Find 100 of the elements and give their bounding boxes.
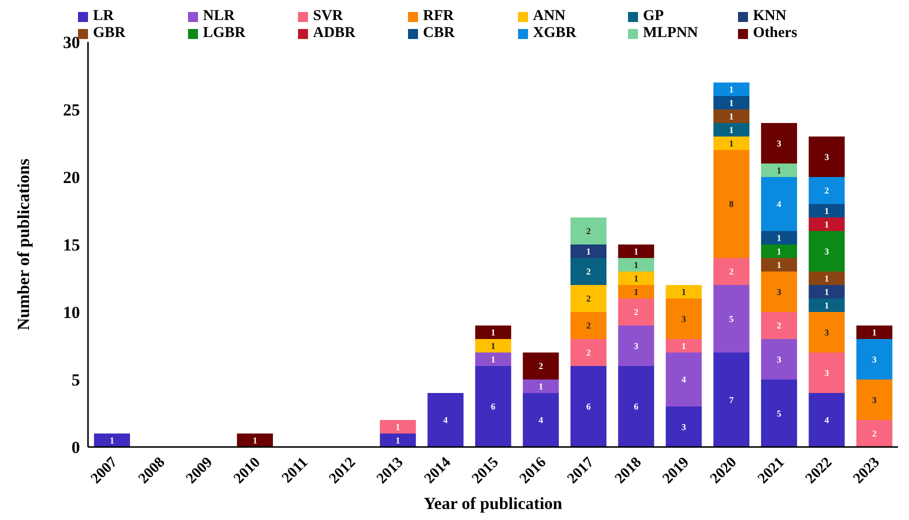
bar <box>713 285 750 352</box>
bar <box>808 285 845 298</box>
bar <box>808 136 845 177</box>
data-label: 1 <box>729 124 734 135</box>
x-axis-title: Year of publication <box>424 494 563 513</box>
bar <box>618 244 654 258</box>
data-label: 1 <box>634 260 639 270</box>
legend-label: GP <box>643 8 664 25</box>
bar <box>761 380 798 447</box>
data-label: 2 <box>634 307 639 318</box>
legend-label: GBR <box>93 25 126 42</box>
bar <box>761 312 798 339</box>
bar <box>666 298 702 339</box>
legend-label: Others <box>753 25 798 42</box>
bar <box>570 244 606 258</box>
bar <box>570 312 606 339</box>
y-axis-title: Number of publications <box>14 158 34 330</box>
bar <box>618 366 654 447</box>
bar <box>570 285 606 312</box>
bar <box>856 326 892 339</box>
data-label: 4 <box>824 415 830 426</box>
data-label: 1 <box>824 300 830 310</box>
legend-label: LGBR <box>203 25 246 42</box>
bar <box>380 420 416 434</box>
y-tick-label: 25 <box>63 100 80 120</box>
data-label: 1 <box>634 273 639 284</box>
bar <box>475 326 512 339</box>
bar <box>522 393 559 447</box>
data-label: 1 <box>824 286 830 297</box>
data-label: 2 <box>586 226 592 236</box>
bar <box>856 420 892 447</box>
data-label: 1 <box>729 111 734 122</box>
data-label: 3 <box>824 368 830 378</box>
data-label: 1 <box>776 232 782 243</box>
data-label: 2 <box>586 266 592 277</box>
bar <box>713 150 750 258</box>
bar <box>618 272 654 285</box>
y-tick-label: 20 <box>63 168 80 188</box>
legend-label: SVR <box>313 8 344 25</box>
data-label: 2 <box>776 320 782 331</box>
data-label: 3 <box>872 394 878 405</box>
data-label: 1 <box>110 435 115 446</box>
bar <box>761 244 798 258</box>
bar <box>618 326 654 366</box>
data-label: 1 <box>490 327 496 338</box>
bar <box>713 110 750 123</box>
data-label: 3 <box>824 152 830 162</box>
y-tick-label: 30 <box>63 33 80 52</box>
bar <box>713 136 750 150</box>
bar <box>808 352 845 393</box>
data-label: 2 <box>872 428 878 439</box>
bar <box>761 164 798 177</box>
data-label: 3 <box>824 246 830 256</box>
data-label: 5 <box>729 314 734 324</box>
y-tick-label: 5 <box>72 370 80 390</box>
data-label: 1 <box>729 138 734 148</box>
bar <box>761 177 798 231</box>
x-tick-label: 2011 <box>279 454 312 486</box>
bar <box>713 123 750 136</box>
data-label: 1 <box>776 246 782 256</box>
bar <box>475 339 512 352</box>
bar <box>618 258 654 272</box>
data-label: 2 <box>824 186 830 196</box>
legend-label: MLPNN <box>643 25 698 42</box>
data-label: 1 <box>396 422 401 432</box>
bar <box>428 393 464 447</box>
legend-label: XGBR <box>533 25 576 42</box>
data-label: 1 <box>729 98 734 108</box>
bar <box>808 204 845 218</box>
data-label: 6 <box>634 402 639 412</box>
data-label: 7 <box>729 394 734 405</box>
data-label: 6 <box>586 402 592 412</box>
data-label: 1 <box>490 354 496 364</box>
bar <box>475 352 512 366</box>
bar <box>808 272 845 285</box>
bar <box>713 258 750 285</box>
bar <box>522 380 559 393</box>
data-label: 2 <box>586 320 592 331</box>
legend-label: KNN <box>753 8 786 25</box>
bar <box>808 218 845 231</box>
bar <box>475 366 512 447</box>
data-label: 6 <box>490 402 496 412</box>
data-label: 3 <box>824 327 830 338</box>
bar <box>808 393 845 447</box>
data-label: 1 <box>490 340 496 351</box>
data-label: 1 <box>776 165 782 176</box>
bar <box>808 177 845 204</box>
y-tick-label: 10 <box>63 303 80 322</box>
bar <box>761 231 798 244</box>
legend-label: CBR <box>423 25 455 42</box>
bar <box>570 218 606 244</box>
data-label: 1 <box>252 435 258 446</box>
data-label: 1 <box>634 286 639 297</box>
bar <box>713 96 750 110</box>
legend-label: ANN <box>533 8 566 25</box>
bar <box>808 231 845 272</box>
data-label: 4 <box>443 415 448 426</box>
data-label: 2 <box>586 348 592 358</box>
bar <box>522 352 559 380</box>
data-label: 4 <box>776 199 782 210</box>
